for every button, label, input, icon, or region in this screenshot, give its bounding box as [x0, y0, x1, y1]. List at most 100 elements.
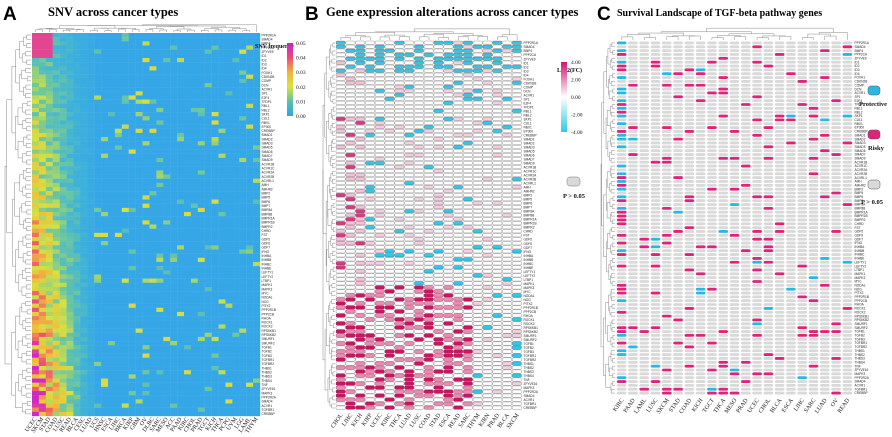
heatmap-a-cell — [87, 153, 95, 159]
heatmap-b-cell — [365, 277, 375, 282]
heatmap-b-cell — [384, 369, 395, 374]
heatmap-b-cell — [375, 401, 385, 406]
heatmap-a-cell — [59, 249, 67, 254]
heatmap-a-cell — [211, 178, 219, 184]
heatmap-a-cell — [73, 328, 81, 333]
heatmap-a-cell — [225, 241, 233, 246]
heatmap-a-cell — [246, 236, 254, 242]
heatmap-b-cell — [404, 149, 414, 153]
heatmap-a-cell — [246, 261, 254, 267]
heatmap-a-cell — [211, 307, 219, 313]
heatmap-a-cell — [45, 332, 53, 338]
heatmap-a-cell — [253, 353, 261, 358]
heatmap-a-cell — [149, 170, 157, 175]
heatmap-b-cell — [384, 261, 395, 266]
heatmap-a-cell — [94, 282, 102, 288]
heatmap-b-cell — [355, 165, 365, 169]
heatmap-a-cell — [184, 274, 192, 279]
heatmap-a-cell — [128, 316, 136, 321]
heatmap-a-cell — [225, 370, 233, 375]
heatmap-b-cell — [384, 305, 395, 310]
heatmap-b-cell — [423, 173, 434, 177]
heatmap-a-cell — [52, 328, 60, 333]
heatmap-a-cell — [156, 328, 164, 333]
heatmap-a-cell — [197, 295, 205, 300]
heatmap-b-cell — [502, 297, 512, 302]
heatmap-b-cell — [423, 157, 434, 161]
heatmap-a-cell — [163, 103, 171, 109]
heatmap-b-cell — [433, 397, 444, 402]
heatmap-a-cell — [253, 53, 261, 59]
heatmap-a-cell — [163, 311, 171, 317]
heatmap-a-cell — [211, 345, 219, 350]
heatmap-a-cell — [163, 236, 171, 242]
heatmap-a-cell — [101, 191, 109, 196]
heatmap-b-cell — [492, 105, 503, 109]
heatmap-a-cell — [45, 295, 53, 300]
heatmap-a-cell — [253, 124, 261, 129]
heatmap-b-cell — [375, 365, 385, 370]
heatmap-a-cell — [232, 266, 240, 271]
heatmap-a-cell — [101, 132, 109, 138]
heatmap-a-cell — [163, 87, 171, 92]
heatmap-a-cell — [246, 78, 254, 84]
heatmap-a-cell — [246, 162, 254, 167]
heatmap-a-cell — [184, 57, 192, 63]
heatmap-a-cell — [38, 216, 47, 221]
heatmap-a-cell — [225, 232, 233, 238]
heatmap-b-cell — [492, 345, 503, 350]
heatmap-b-cell — [414, 293, 424, 298]
heatmap-b-cell — [423, 297, 434, 302]
heatmap-a-cell — [94, 241, 102, 246]
heatmap-a-cell — [80, 45, 88, 50]
heatmap-a-cell — [38, 82, 47, 88]
heatmap-a-cell — [204, 236, 212, 242]
heatmap-a-cell — [149, 216, 157, 221]
heatmap-a-cell — [239, 349, 247, 354]
heatmap-b-cell — [404, 353, 414, 358]
heatmap-b-cell — [492, 365, 503, 370]
heatmap-a-cell — [80, 153, 88, 159]
heatmap-a-cell — [156, 207, 164, 213]
heatmap-b-cell — [355, 129, 365, 133]
heatmap-a-cell — [190, 70, 199, 75]
heatmap-a-cell — [142, 274, 150, 279]
heatmap-a-cell — [114, 274, 123, 279]
heatmap-a-cell — [149, 132, 157, 138]
heatmap-b-cell — [482, 105, 493, 109]
heatmap-b-cell — [335, 325, 346, 330]
heatmap-a-cell — [66, 274, 74, 279]
heatmap-a-cell — [38, 274, 47, 279]
heatmap-a-cell — [163, 282, 171, 288]
heatmap-a-cell — [170, 87, 178, 92]
heatmap-b-cell — [463, 393, 473, 398]
heatmap-a-cell — [177, 166, 185, 171]
heatmap-a-cell — [66, 137, 74, 142]
heatmap-a-cell — [121, 374, 129, 379]
heatmap-b-cell — [512, 405, 522, 410]
heatmap-b-cell — [463, 229, 473, 234]
heatmap-a-cell — [204, 187, 212, 192]
heatmap-a-cell — [253, 187, 261, 192]
gene-label: LEFTY2 — [524, 274, 536, 278]
heatmap-b-cell — [335, 353, 346, 358]
heatmap-b-cell — [355, 385, 365, 390]
heatmap-a-cell — [87, 286, 95, 292]
gene-label: CHRD — [524, 230, 534, 234]
heatmap-a-cell — [190, 74, 199, 79]
heatmap-a-cell — [184, 191, 192, 196]
heatmap-a-cell — [66, 187, 74, 192]
heatmap-b-cell — [463, 281, 473, 286]
heatmap-b-cell — [433, 265, 444, 270]
heatmap-b-cell — [384, 309, 395, 314]
heatmap-a-cell — [135, 49, 143, 55]
heatmap-b-cell — [453, 381, 463, 386]
heatmap-a-cell — [170, 270, 178, 275]
heatmap-b-cell — [414, 253, 424, 258]
heatmap-a-cell — [45, 336, 53, 342]
heatmap-a-cell — [135, 112, 143, 117]
heatmap-b-cell — [414, 401, 424, 406]
heatmap-a-cell — [190, 353, 199, 358]
heatmap-a-cell — [87, 70, 95, 75]
heatmap-a-cell — [204, 149, 212, 154]
